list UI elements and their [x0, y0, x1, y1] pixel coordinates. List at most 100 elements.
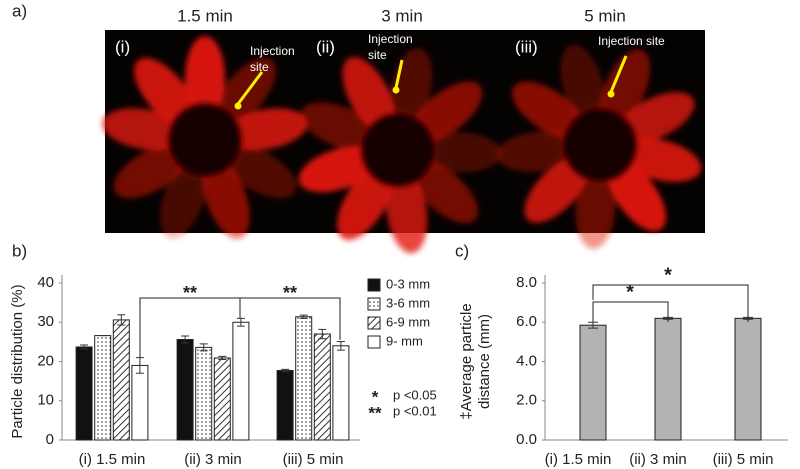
panel-label: c): [455, 241, 469, 260]
petal: [512, 81, 586, 140]
y-axis-label: ‡Average particle: [458, 303, 475, 419]
bar: [276, 370, 294, 441]
petal: [202, 158, 250, 239]
petal: [337, 165, 394, 240]
error-bar: [236, 317, 245, 327]
significance-mark: *: [626, 281, 634, 303]
significance-mark: **: [183, 283, 197, 303]
error-bar: [299, 314, 308, 319]
y-tick-label: 10: [37, 392, 54, 409]
petal: [185, 36, 225, 120]
bar: [232, 321, 250, 441]
bar: [734, 317, 762, 441]
y-tick-label: 40: [37, 274, 54, 291]
flower-center: [360, 112, 436, 188]
legend-swatch: [367, 316, 381, 330]
legend-label: 6-9 mm: [386, 314, 430, 329]
petal: [496, 131, 581, 172]
bar: [332, 345, 350, 441]
y-tick-label: 20: [37, 352, 54, 369]
panel-label: a): [12, 1, 27, 20]
significance-bracket: [592, 301, 669, 322]
bar: [94, 335, 112, 441]
image-time-label: 3 min: [381, 6, 423, 25]
annotation-text: Injection site: [598, 34, 665, 48]
error-bar: [318, 328, 327, 340]
y-tick-label: 0.0: [516, 431, 537, 448]
y-tick-label: 2.0: [516, 392, 537, 409]
y-tick-label: 8.0: [516, 274, 537, 291]
y-axis-label: distance (mm): [476, 314, 493, 409]
error-bar: [199, 343, 208, 352]
annotation-arrow: [236, 71, 264, 105]
error-bar: [281, 368, 290, 373]
significance-bracket: [592, 284, 749, 322]
error-bar: [80, 344, 89, 350]
legend-swatch: [367, 335, 381, 349]
image-time-label: 1.5 min: [177, 6, 233, 25]
legend-label: 0-3 mm: [386, 276, 430, 291]
petal: [385, 169, 428, 254]
bar: [75, 346, 93, 441]
legend-label: 9- mm: [386, 333, 423, 348]
flower-center: [167, 102, 243, 178]
legend-swatch: [367, 278, 381, 292]
petal: [560, 44, 606, 127]
petal: [224, 108, 308, 151]
petal: [410, 159, 479, 224]
petal: [298, 146, 380, 193]
significance-label: p <0.01: [393, 403, 437, 418]
annotation-text: site: [368, 48, 387, 62]
bar: [213, 357, 231, 441]
significance-label: p <0.05: [393, 387, 437, 402]
annotation-text: site: [250, 60, 269, 74]
image-roman-label: (i): [115, 37, 130, 56]
image-roman-label: (iii): [515, 37, 538, 56]
panel-label: b): [12, 241, 27, 260]
x-tick-label: (ii) 3 min: [184, 451, 242, 468]
petal: [417, 132, 502, 173]
bar: [131, 364, 149, 441]
significance-mark: **: [283, 283, 297, 303]
petal: [616, 92, 695, 144]
petal: [524, 156, 590, 223]
x-tick-label: (iii) 5 min: [283, 451, 344, 468]
flower-center: [562, 107, 638, 183]
error-bar: [336, 340, 345, 351]
y-tick-label: 30: [37, 313, 54, 330]
bar: [112, 319, 130, 441]
petal: [342, 57, 396, 134]
bar: [579, 324, 607, 441]
bar: [654, 317, 682, 441]
y-tick-label: 6.0: [516, 313, 537, 330]
petal: [134, 57, 197, 128]
error-bar: [117, 314, 126, 326]
x-tick-label: (iii) 5 min: [713, 451, 774, 468]
significance-bracket: [239, 297, 341, 340]
x-tick-label: (i) 1.5 min: [545, 451, 612, 468]
y-tick-label: 0: [46, 431, 54, 448]
y-axis-label: Particle distribution (%): [9, 284, 26, 438]
annotation-arrow: [609, 55, 628, 93]
bar: [176, 339, 194, 441]
error-bar: [218, 355, 227, 361]
x-tick-label: (ii) 3 min: [629, 451, 687, 468]
legend-swatch: [367, 297, 381, 311]
y-tick-label: 4.0: [516, 352, 537, 369]
injection-dot: [234, 102, 242, 110]
error-bar: [588, 321, 598, 329]
petal: [575, 164, 616, 249]
petal: [600, 49, 651, 128]
image-roman-label: (ii): [316, 37, 335, 56]
petal: [220, 143, 297, 199]
significance-symbol: *: [372, 387, 379, 406]
petal: [411, 81, 483, 143]
x-tick-label: (i) 1.5 min: [79, 451, 146, 468]
bar: [195, 346, 213, 441]
petal: [606, 159, 666, 232]
image-time-label: 5 min: [584, 6, 626, 25]
annotation-text: Injection: [250, 44, 295, 58]
error-bar: [181, 335, 190, 344]
bar: [313, 333, 331, 441]
annotation-text: Injection: [368, 32, 413, 46]
